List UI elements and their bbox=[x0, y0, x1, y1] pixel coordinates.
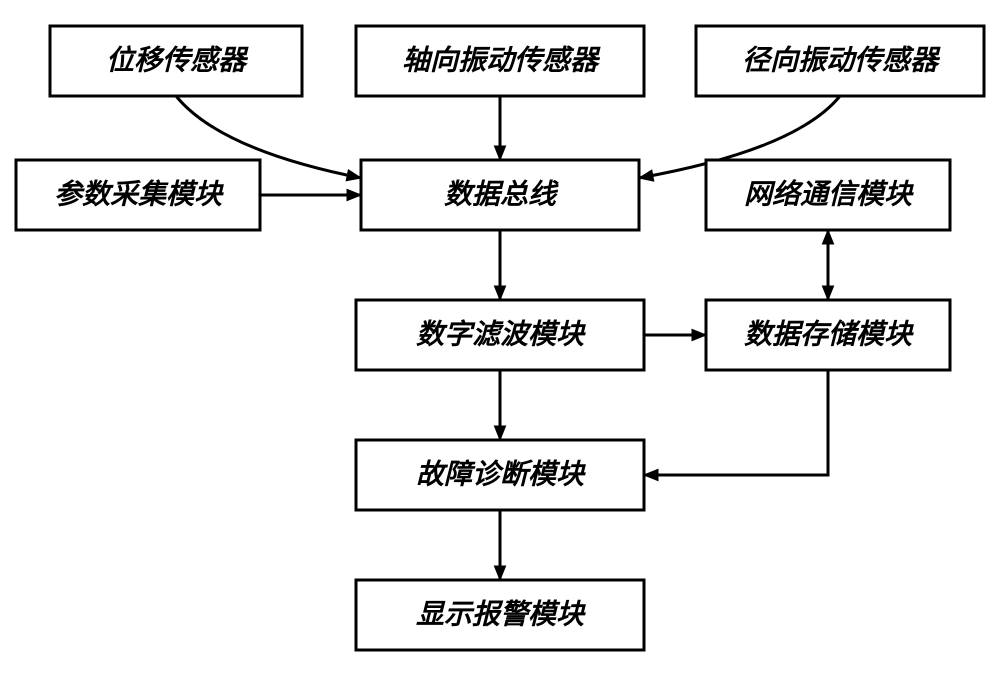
node-n8: 数据存储模块 bbox=[706, 300, 950, 370]
node-label-n10: 显示报警模块 bbox=[416, 598, 586, 630]
node-n4: 参数采集模块 bbox=[16, 160, 260, 230]
node-n6: 网络通信模块 bbox=[706, 160, 950, 230]
node-label-n5: 数据总线 bbox=[444, 178, 559, 210]
flowchart-canvas: 位移传感器 轴向振动传感器 径向振动传感器参数采集模块 数据总线 网络通信模块数字滤波模… bbox=[0, 0, 1000, 676]
node-label-n4: 参数采集模块 bbox=[54, 178, 224, 210]
node-label-n3: 径向振动传感器 bbox=[742, 44, 941, 76]
node-label-n7: 数字滤波模块 bbox=[416, 318, 586, 350]
node-label-n2: 轴向振动传感器 bbox=[402, 44, 601, 76]
node-n5: 数据总线 bbox=[361, 160, 639, 230]
node-n7: 数字滤波模块 bbox=[356, 300, 644, 370]
node-n10: 显示报警模块 bbox=[356, 580, 644, 650]
node-n2: 轴向振动传感器 bbox=[356, 26, 644, 96]
node-label-n9: 故障诊断模块 bbox=[416, 458, 586, 490]
node-label-n8: 数据存储模块 bbox=[744, 318, 914, 350]
node-n9: 故障诊断模块 bbox=[356, 440, 644, 510]
edge-n8-n9 bbox=[644, 370, 828, 475]
node-n1: 位移传感器 bbox=[50, 26, 302, 96]
node-label-n1: 位移传感器 bbox=[106, 44, 249, 76]
node-n3: 径向振动传感器 bbox=[696, 26, 984, 96]
node-label-n6: 网络通信模块 bbox=[744, 178, 914, 210]
